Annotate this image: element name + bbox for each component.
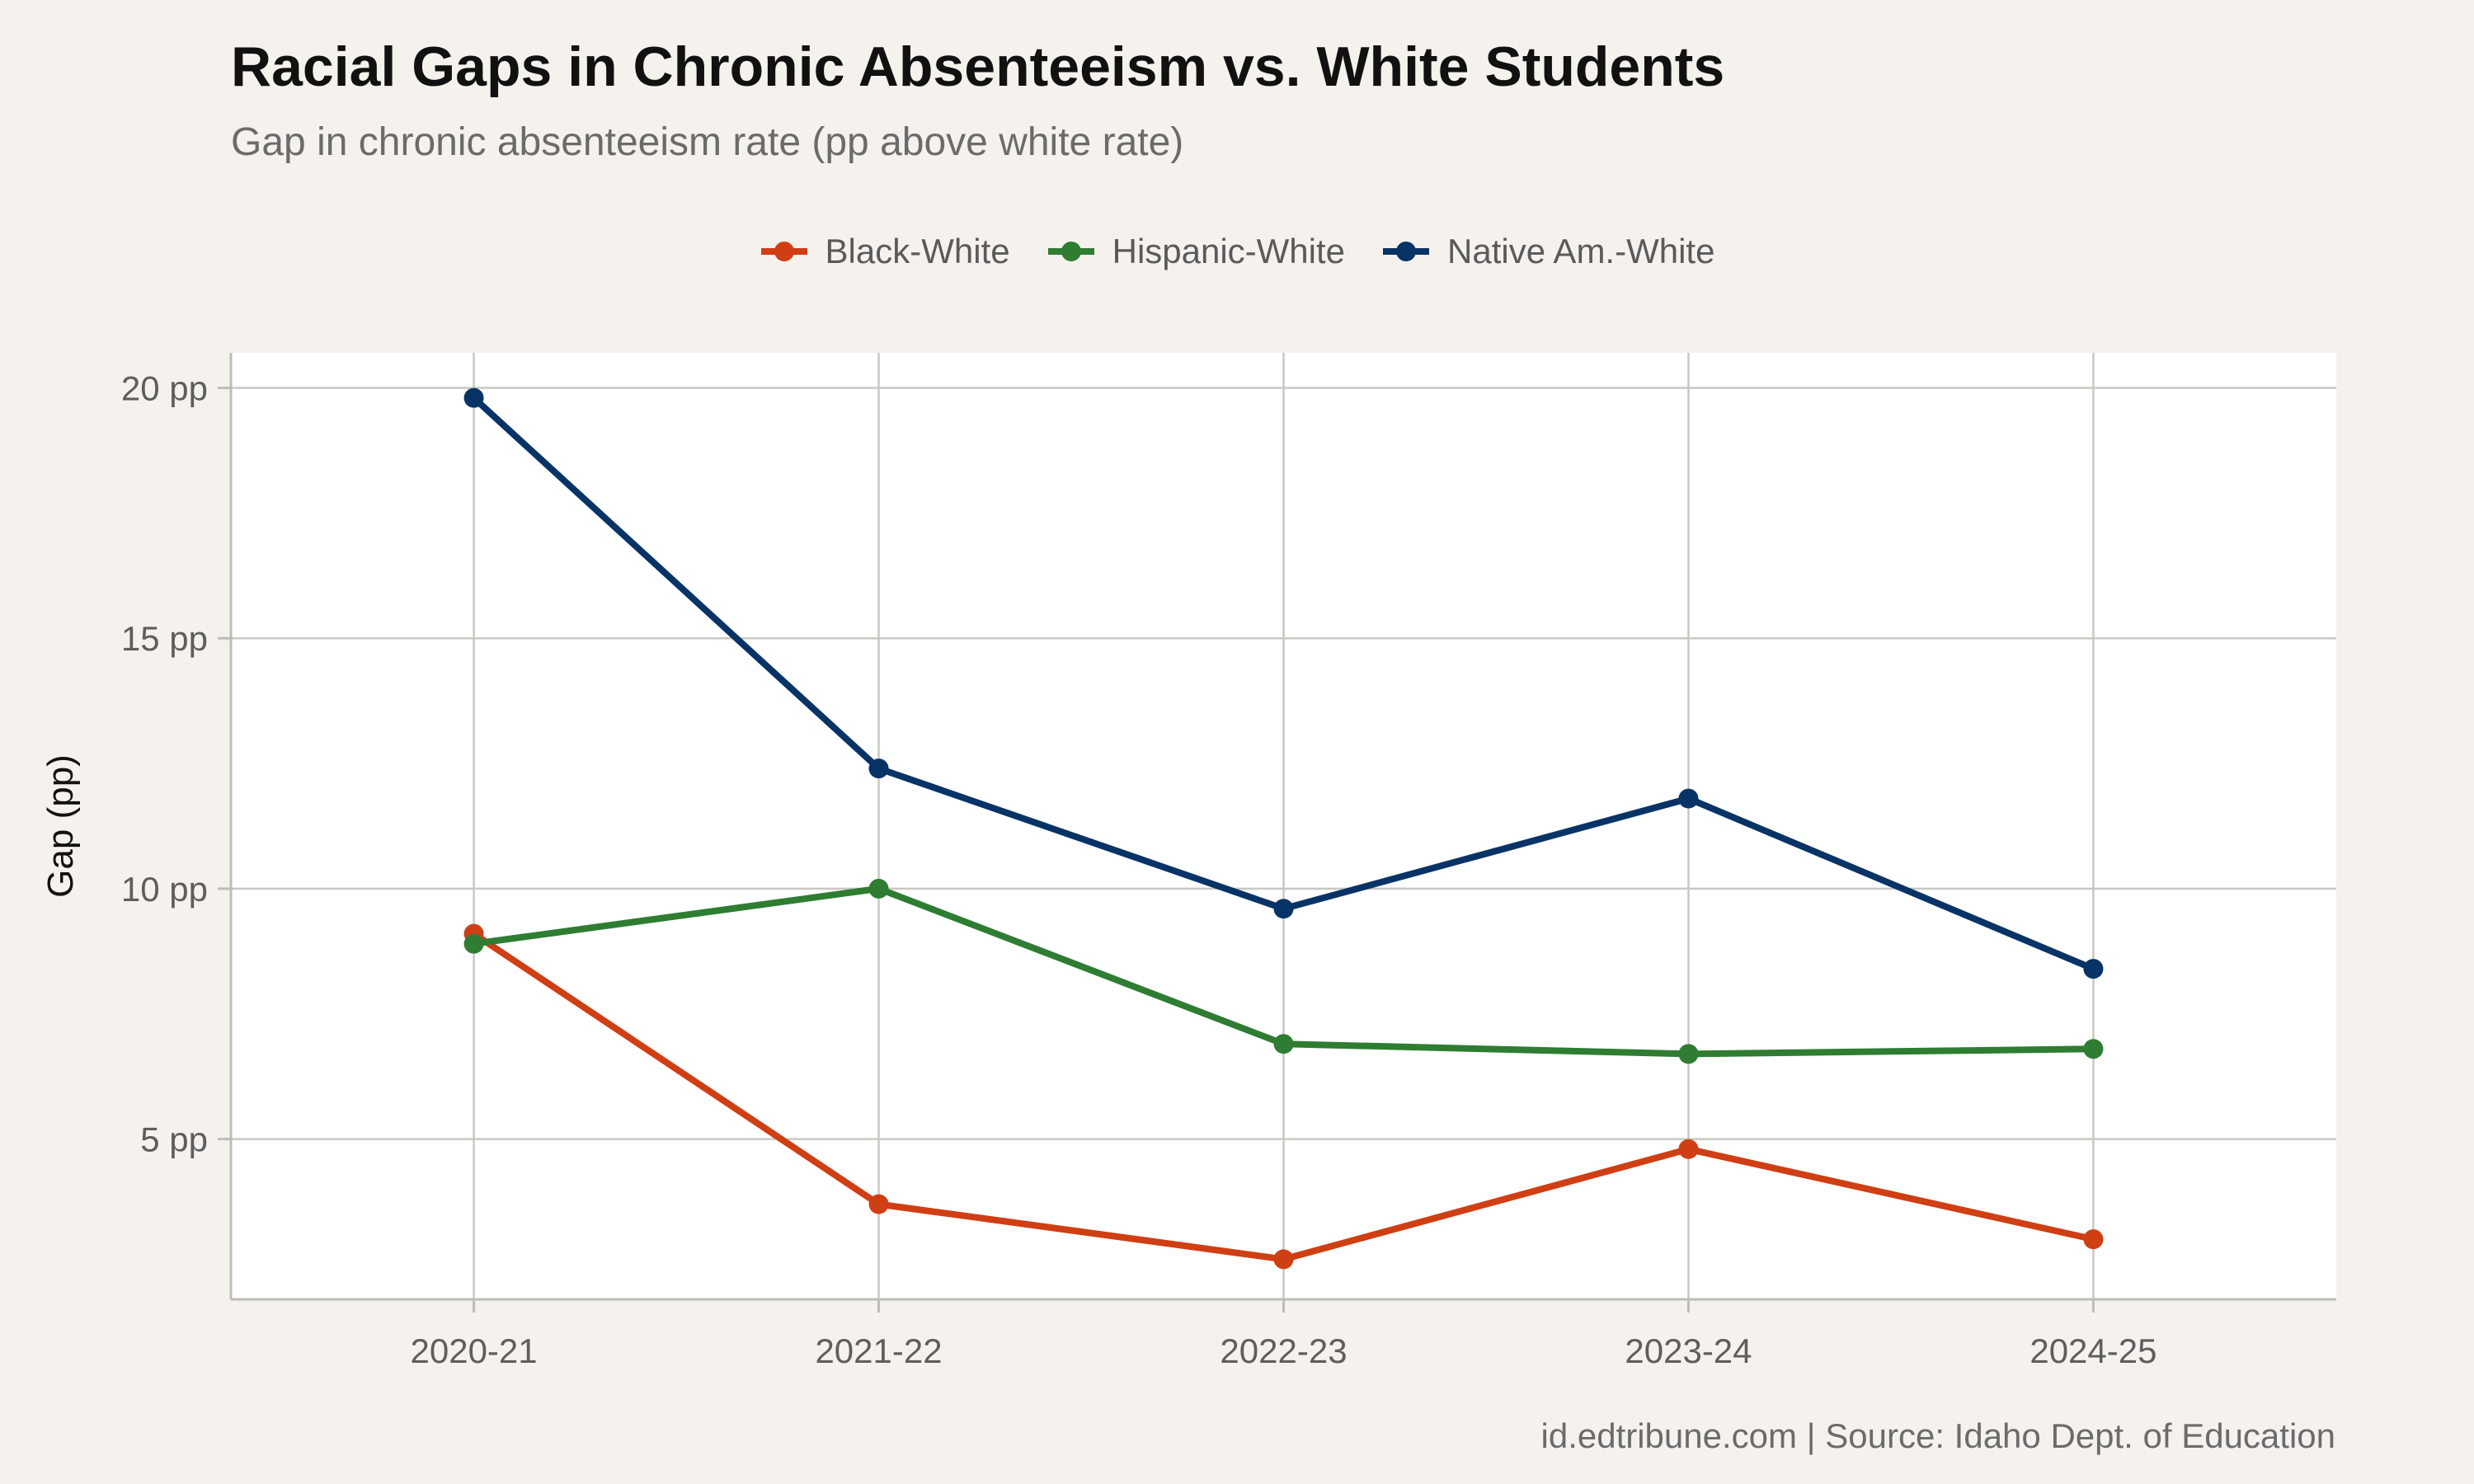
y-tick-label: 10 pp <box>121 870 208 909</box>
legend-swatch-native-am-white <box>1383 242 1430 261</box>
legend-swatch-hispanic-white <box>1047 242 1094 261</box>
legend: Black-White Hispanic-White Native Am.-Wh… <box>0 227 2474 276</box>
legend-item-black-white: Black-White <box>760 232 1010 271</box>
x-tick-label: 2020-21 <box>411 1331 538 1370</box>
data-point-native-am-white <box>868 758 889 779</box>
x-tick-label: 2023-24 <box>1625 1331 1752 1370</box>
y-tick-label: 5 pp <box>140 1120 208 1159</box>
x-tick-label: 2024-25 <box>2030 1331 2157 1370</box>
legend-label-black-white: Black-White <box>825 232 1010 270</box>
data-point-hispanic-white <box>463 933 484 954</box>
data-point-native-am-white <box>1678 788 1699 809</box>
data-point-black-white <box>868 1194 889 1214</box>
y-tick-label: 15 pp <box>121 619 208 658</box>
data-point-hispanic-white <box>868 878 889 899</box>
legend-label-native-am-white: Native Am.-White <box>1447 232 1715 270</box>
data-point-black-white <box>2083 1229 2104 1250</box>
data-point-hispanic-white <box>2083 1039 2104 1059</box>
data-point-black-white <box>1273 1249 1294 1270</box>
legend-label-hispanic-white: Hispanic-White <box>1112 232 1346 270</box>
y-axis-title: Gap (pp) <box>40 754 81 898</box>
data-point-hispanic-white <box>1678 1044 1699 1064</box>
data-point-native-am-white <box>463 387 484 408</box>
x-tick-labels: 2020-21 2021-22 2022-23 2023-24 2024-25 <box>411 1331 2157 1370</box>
legend-item-native-am-white: Native Am.-White <box>1381 232 1714 271</box>
chart-title: Racial Gaps in Chronic Absenteeism vs. W… <box>231 35 1725 98</box>
data-point-native-am-white <box>2083 959 2104 979</box>
data-point-native-am-white <box>1273 899 1294 919</box>
y-tick-label: 20 pp <box>121 369 208 408</box>
y-tick-labels: 5 pp 10 pp 15 pp 20 pp <box>121 369 208 1159</box>
chart-subtitle: Gap in chronic absenteeism rate (pp abov… <box>231 120 1184 164</box>
series-layer <box>463 387 2104 1270</box>
data-point-black-white <box>1678 1139 1699 1159</box>
data-point-hispanic-white <box>1273 1034 1294 1054</box>
chart-caption: id.edtribune.com | Source: Idaho Dept. o… <box>1540 1416 2336 1455</box>
legend-swatch-black-white <box>760 242 807 261</box>
legend-item-hispanic-white: Hispanic-White <box>1047 232 1345 271</box>
x-tick-label: 2022-23 <box>1220 1331 1347 1370</box>
x-tick-label: 2021-22 <box>815 1331 942 1370</box>
